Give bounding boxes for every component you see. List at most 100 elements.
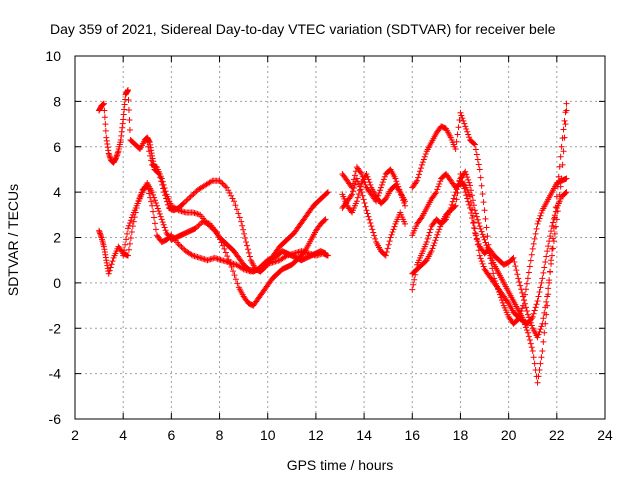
data-point: [483, 242, 490, 249]
data-point: [428, 248, 435, 255]
data-point: [544, 302, 551, 309]
y-tick-label: -2: [49, 320, 62, 336]
data-point: [365, 176, 372, 183]
data-point: [476, 166, 483, 173]
data-point: [125, 97, 132, 104]
x-tick-label: 4: [119, 427, 127, 443]
data-point: [105, 270, 112, 277]
data-point: [162, 227, 169, 234]
data-point: [380, 176, 387, 183]
data-point: [542, 320, 549, 327]
data-point: [144, 139, 151, 146]
data-point: [353, 198, 360, 205]
y-axis-label: SDTVAR / TECUs: [5, 184, 21, 296]
data-point: [526, 263, 533, 270]
data-point: [240, 226, 247, 233]
data-point: [549, 252, 555, 259]
data-point: [551, 230, 558, 237]
data-point: [125, 87, 131, 94]
data-point: [458, 112, 465, 119]
data-point: [550, 238, 557, 245]
data-point: [241, 230, 248, 237]
data-point: [128, 214, 135, 221]
data-point: [223, 184, 230, 191]
x-tick-label: 10: [260, 427, 276, 443]
data-point: [520, 293, 527, 300]
data-point: [228, 263, 235, 270]
data-point: [471, 141, 478, 148]
data-point: [302, 247, 309, 254]
data-point: [470, 140, 477, 147]
data-point: [126, 116, 133, 123]
data-point: [466, 134, 473, 141]
data-point: [101, 107, 108, 114]
data-point: [436, 226, 443, 233]
data-point: [563, 189, 570, 196]
data-point: [525, 269, 532, 276]
data-point: [232, 276, 239, 283]
data-point: [534, 379, 541, 386]
data-point: [521, 297, 528, 304]
data-point: [184, 196, 191, 203]
data-point: [448, 201, 455, 208]
data-point: [349, 191, 356, 198]
data-point: [480, 234, 487, 241]
data-point: [532, 304, 539, 311]
data-point: [523, 280, 530, 287]
data-point: [393, 178, 400, 185]
data-point: [484, 244, 491, 251]
data-point: [454, 131, 461, 138]
data-point: [465, 131, 472, 138]
x-tick-label: 8: [216, 427, 224, 443]
data-point: [519, 289, 526, 296]
data-point: [477, 174, 484, 181]
x-tick-label: 12: [308, 427, 324, 443]
data-point: [324, 189, 331, 196]
data-point: [557, 153, 564, 160]
data-point: [207, 223, 214, 230]
data-point: [509, 255, 516, 262]
data-point: [528, 344, 535, 351]
data-point: [558, 143, 565, 150]
data-point: [419, 159, 426, 166]
data-point: [524, 311, 531, 318]
data-point: [181, 199, 188, 206]
data-point: [479, 190, 486, 197]
data-point: [464, 128, 471, 135]
data-point: [382, 252, 389, 259]
data-point: [452, 202, 459, 209]
data-point: [370, 229, 377, 236]
data-point: [516, 278, 523, 285]
data-point: [148, 157, 155, 164]
data-point: [433, 189, 440, 196]
data-point: [121, 247, 128, 254]
data-point: [472, 210, 479, 217]
data-point: [423, 239, 430, 246]
data-point: [475, 219, 482, 226]
data-point: [513, 267, 520, 274]
data-point: [478, 258, 485, 265]
data-point: [529, 347, 536, 354]
data-point: [193, 224, 200, 231]
data-point: [145, 143, 152, 150]
data-point: [544, 248, 551, 255]
data-point: [531, 235, 538, 242]
data-point: [160, 181, 167, 188]
data-point: [368, 223, 375, 230]
data-point: [471, 229, 478, 236]
data-point: [476, 223, 483, 230]
data-point: [481, 207, 488, 214]
data-point: [561, 117, 568, 124]
data-point: [533, 225, 540, 232]
data-point: [364, 210, 371, 217]
data-point: [126, 126, 133, 133]
data-point: [539, 347, 546, 354]
data-point: [381, 173, 388, 180]
data-point: [152, 200, 159, 207]
data-point: [462, 168, 469, 175]
data-point: [150, 208, 157, 215]
data-point: [424, 235, 431, 242]
data-point: [451, 192, 458, 199]
data-point: [549, 245, 555, 252]
data-point: [369, 226, 376, 233]
